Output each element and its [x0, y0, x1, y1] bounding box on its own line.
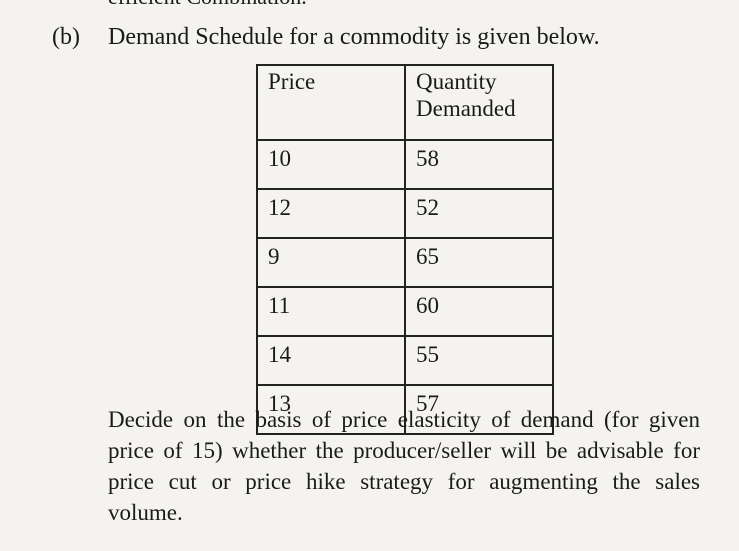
table-row: 14 55	[256, 335, 554, 386]
price-cell: 14	[256, 335, 406, 386]
table-row: 13 57	[256, 384, 554, 435]
quantity-demanded-header: Quantity Demanded	[404, 64, 554, 141]
price-cell: 11	[256, 286, 406, 337]
quantity-cell: 65	[404, 237, 554, 288]
table-row: 9 65	[256, 237, 554, 288]
table-row: 11 60	[256, 286, 554, 337]
table-row: 12 52	[256, 188, 554, 239]
price-cell: 12	[256, 188, 406, 239]
quantity-cell: 55	[404, 335, 554, 386]
table-header-row: Price Quantity Demanded	[256, 64, 554, 141]
question-label: (b)	[52, 24, 80, 50]
quantity-cell: 58	[404, 139, 554, 190]
previous-question-fragment: efficient Combination.	[108, 0, 307, 8]
price-cell: 10	[256, 139, 406, 190]
question-heading: (b) Demand Schedule for a commodity is gi…	[52, 22, 600, 52]
quantity-cell: 52	[404, 188, 554, 239]
demand-schedule-table: Price Quantity Demanded 10 58 12 52 9 65…	[256, 64, 554, 435]
price-cell: 9	[256, 237, 406, 288]
quantity-cell: 57	[404, 384, 554, 435]
quantity-cell: 60	[404, 286, 554, 337]
question-text: Demand Schedule for a commodity is given…	[108, 24, 600, 50]
price-header: Price	[256, 64, 406, 141]
price-cell: 13	[256, 384, 406, 435]
question-instruction: Decide on the basis of price elasticity …	[108, 407, 700, 525]
table-row: 10 58	[256, 139, 554, 190]
